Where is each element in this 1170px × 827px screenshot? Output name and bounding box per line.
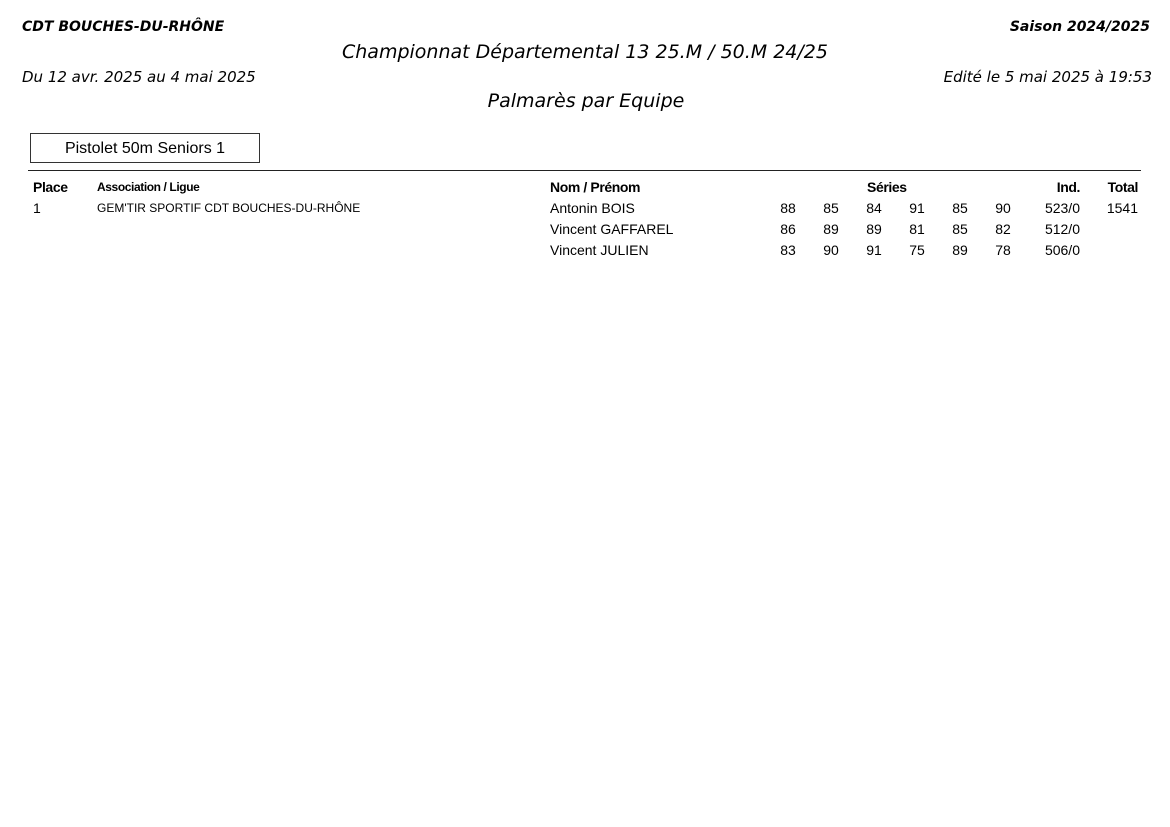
page-title: Championnat Départemental 13 25.M / 50.M… xyxy=(342,41,828,63)
series-score: 88 xyxy=(780,200,796,216)
divider xyxy=(28,170,1141,171)
series-score: 90 xyxy=(995,200,1011,216)
series-score: 85 xyxy=(952,221,968,237)
team-association: GEM'TIR SPORTIF CDT BOUCHES-DU-RHÔNE xyxy=(97,201,361,215)
series-score: 89 xyxy=(866,221,882,237)
series-score: 89 xyxy=(952,242,968,258)
shooter-name: Antonin BOIS xyxy=(550,200,635,216)
individual-score: 512/0 xyxy=(1044,221,1080,237)
series-score: 81 xyxy=(909,221,925,237)
individual-score: 506/0 xyxy=(1044,242,1080,258)
shooter-name: Vincent JULIEN xyxy=(550,242,649,258)
series-score: 91 xyxy=(909,200,925,216)
team-place: 1 xyxy=(33,200,41,216)
edited-date: Edité le 5 mai 2025 à 19:53 xyxy=(943,68,1152,86)
series-score: 84 xyxy=(866,200,882,216)
shooter-name: Vincent GAFFAREL xyxy=(550,221,674,237)
season: Saison 2024/2025 xyxy=(1009,19,1150,35)
series-score: 85 xyxy=(952,200,968,216)
series-score: 90 xyxy=(823,242,839,258)
series-score: 85 xyxy=(823,200,839,216)
series-score: 75 xyxy=(909,242,925,258)
col-place: Place xyxy=(33,179,68,195)
series-score: 83 xyxy=(780,242,796,258)
col-series: Séries xyxy=(867,179,907,195)
individual-score: 523/0 xyxy=(1044,200,1080,216)
subtitle: Palmarès par Equipe xyxy=(487,90,685,112)
col-ind: Ind. xyxy=(1056,179,1081,195)
category-box: Pistolet 50m Seniors 1 xyxy=(30,133,260,163)
series-score: 89 xyxy=(823,221,839,237)
series-score: 91 xyxy=(866,242,882,258)
organization: CDT BOUCHES-DU-RHÔNE xyxy=(22,19,225,35)
period: Du 12 avr. 2025 au 4 mai 2025 xyxy=(22,68,256,86)
col-name: Nom / Prénom xyxy=(550,179,641,195)
col-total: Total xyxy=(1107,179,1139,195)
col-association: Association / Ligue xyxy=(97,180,200,194)
series-score: 86 xyxy=(780,221,796,237)
team-total: 1541 xyxy=(1106,200,1138,216)
series-score: 82 xyxy=(995,221,1011,237)
series-score: 78 xyxy=(995,242,1011,258)
